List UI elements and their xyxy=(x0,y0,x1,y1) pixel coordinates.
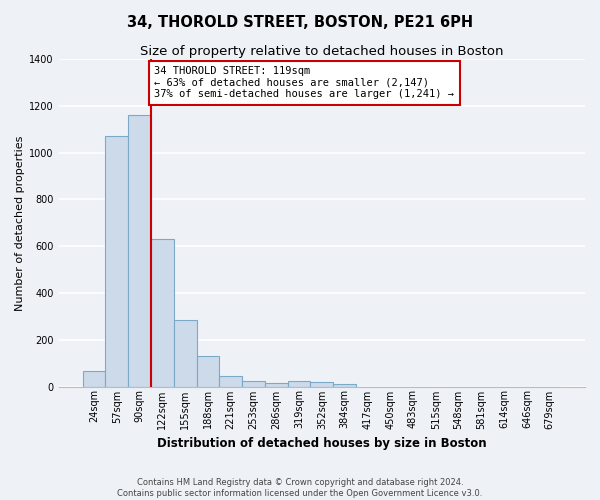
Bar xyxy=(310,382,333,386)
Bar xyxy=(151,239,174,386)
Bar xyxy=(83,372,106,386)
Text: 34 THOROLD STREET: 119sqm
← 63% of detached houses are smaller (2,147)
37% of se: 34 THOROLD STREET: 119sqm ← 63% of detac… xyxy=(154,66,454,100)
Bar xyxy=(287,380,310,386)
Bar xyxy=(242,380,265,386)
Bar xyxy=(174,320,197,386)
Bar xyxy=(265,383,287,386)
Text: Contains HM Land Registry data © Crown copyright and database right 2024.
Contai: Contains HM Land Registry data © Crown c… xyxy=(118,478,482,498)
X-axis label: Distribution of detached houses by size in Boston: Distribution of detached houses by size … xyxy=(157,437,487,450)
Bar xyxy=(219,376,242,386)
Bar xyxy=(106,136,128,386)
Text: 34, THOROLD STREET, BOSTON, PE21 6PH: 34, THOROLD STREET, BOSTON, PE21 6PH xyxy=(127,15,473,30)
Title: Size of property relative to detached houses in Boston: Size of property relative to detached ho… xyxy=(140,45,503,58)
Y-axis label: Number of detached properties: Number of detached properties xyxy=(15,135,25,310)
Bar xyxy=(333,384,356,386)
Bar xyxy=(128,116,151,386)
Bar xyxy=(197,356,219,386)
